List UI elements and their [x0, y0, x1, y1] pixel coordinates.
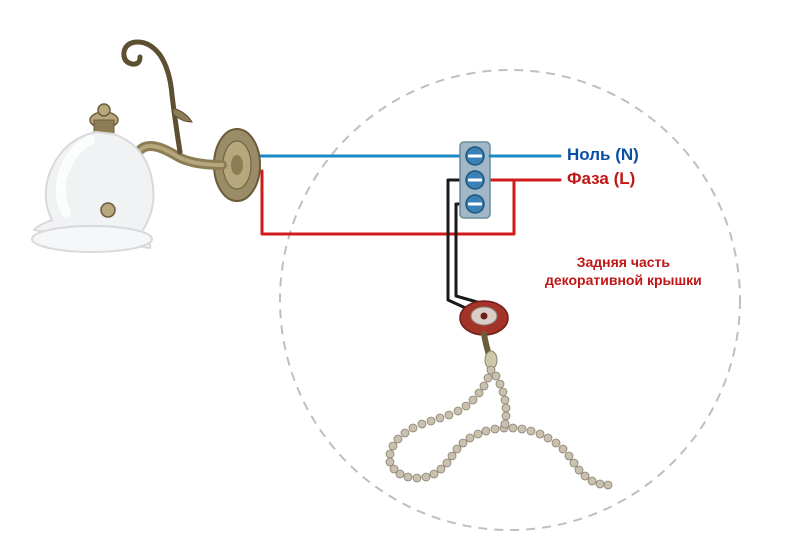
wire-black-b	[456, 204, 498, 308]
label-live: Фаза (L)	[567, 169, 635, 189]
wall-lamp	[32, 42, 260, 252]
back-cover-circle	[280, 70, 740, 530]
label-back-cover: Задняя часть декоративной крышки	[545, 254, 702, 289]
terminal-screw-2	[466, 171, 484, 189]
terminal-screw-1	[466, 147, 484, 165]
label-back-cover-line2: декоративной крышки	[545, 272, 702, 288]
terminal-block	[460, 142, 490, 218]
label-neutral: Ноль (N)	[567, 145, 639, 165]
pull-chain	[386, 366, 612, 489]
diagram-canvas: Ноль (N) Фаза (L) Задняя часть декоратив…	[0, 0, 800, 533]
terminal-screw-3	[466, 195, 484, 213]
pull-switch	[460, 301, 508, 369]
label-back-cover-line1: Задняя часть	[577, 254, 670, 270]
